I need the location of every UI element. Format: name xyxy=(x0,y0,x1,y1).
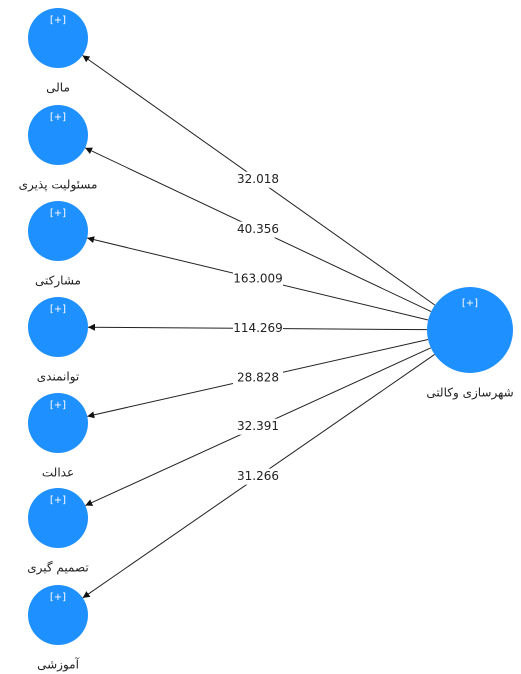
edge-label-bg xyxy=(233,171,283,188)
node[interactable] xyxy=(28,585,88,645)
edge-label-bg xyxy=(233,271,283,288)
node-label: عدالت xyxy=(42,466,74,480)
node[interactable] xyxy=(28,297,88,357)
edge-label: 28.828 xyxy=(237,370,279,384)
node-label: مالی xyxy=(46,81,70,95)
edge-label: 31.266 xyxy=(237,469,279,483)
node[interactable] xyxy=(28,488,88,548)
edge-label-bg xyxy=(233,468,283,485)
node[interactable] xyxy=(28,201,88,261)
edge-label: 32.391 xyxy=(237,419,279,433)
edge-label-bg xyxy=(233,320,283,337)
edge-label: 163.009 xyxy=(233,272,283,286)
center-node-label: شهرسازی وکالتی xyxy=(426,386,513,401)
node-label: توانمندی xyxy=(37,370,79,385)
expand-icon[interactable]: [+] xyxy=(50,592,66,603)
expand-icon[interactable]: [+] xyxy=(50,495,66,506)
expand-icon[interactable]: [+] xyxy=(50,112,66,123)
edge-label-bg xyxy=(233,369,283,386)
edge-label: 40.356 xyxy=(237,222,279,236)
edge-label-bg xyxy=(233,418,283,435)
center-node[interactable] xyxy=(427,287,513,373)
node-label: آموزشی xyxy=(37,657,79,673)
node-label: مسئولیت پذیری xyxy=(19,178,98,193)
node-label: تصمیم گیری xyxy=(27,561,88,576)
expand-icon[interactable]: [+] xyxy=(50,208,66,219)
node[interactable] xyxy=(28,393,88,453)
edge-label: 114.269 xyxy=(233,321,283,335)
expand-icon[interactable]: [+] xyxy=(50,400,66,411)
edge-label-bg xyxy=(233,221,283,238)
edge-label: 32.018 xyxy=(237,172,279,186)
node[interactable] xyxy=(28,8,88,68)
node-label: مشارکتی xyxy=(35,274,81,289)
expand-icon[interactable]: [+] xyxy=(462,298,478,309)
node[interactable] xyxy=(28,105,88,165)
expand-icon[interactable]: [+] xyxy=(50,15,66,26)
expand-icon[interactable]: [+] xyxy=(50,304,66,315)
